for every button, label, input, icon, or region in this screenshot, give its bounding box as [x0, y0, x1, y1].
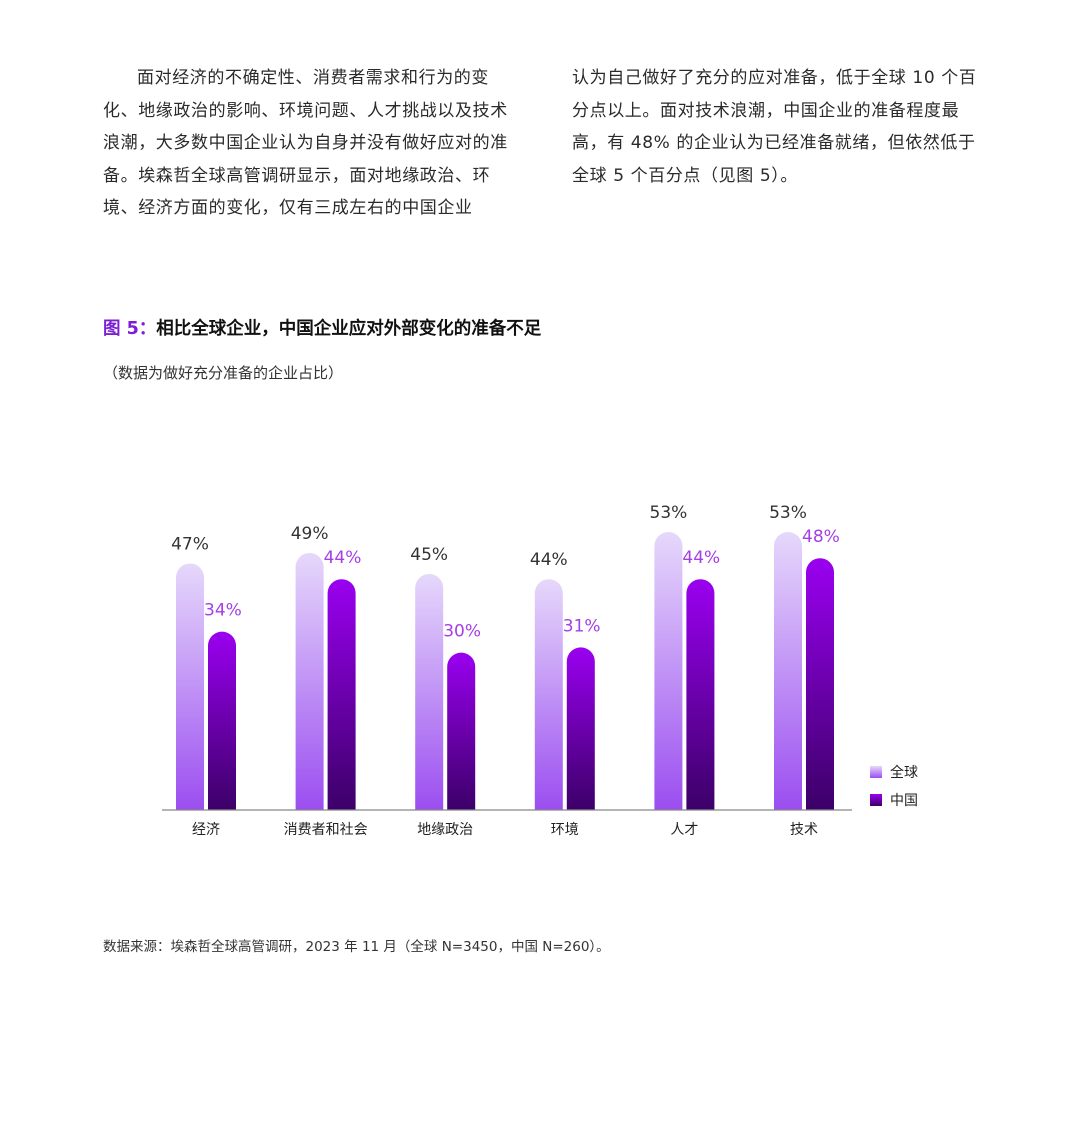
data-label-global-5: 53%	[769, 503, 807, 523]
body-text-left: 面对经济的不确定性、消费者需求和行为的变化、地缘政治的影响、环境问题、人才挑战以…	[103, 62, 511, 225]
figure-title-text: 相比全球企业，中国企业应对外部变化的准备不足	[156, 319, 542, 339]
category-label-2: 地缘政治	[417, 822, 473, 838]
figure-number: 图 5：	[103, 319, 157, 339]
bar-global-2	[415, 573, 444, 810]
legend-swatch-global	[870, 766, 882, 778]
data-label-china-2: 30%	[443, 622, 481, 642]
source-note: 数据来源：埃森哲全球高管调研，2023 年 11 月（全球 N=3450，中国 …	[103, 939, 610, 955]
data-label-global-1: 49%	[291, 524, 329, 544]
category-label-5: 技术	[790, 822, 818, 838]
data-label-global-0: 47%	[171, 534, 209, 554]
bar-global-0	[176, 563, 204, 810]
bar-china-2	[447, 652, 476, 810]
data-label-china-4: 44%	[682, 548, 720, 568]
bar-global-5	[774, 532, 802, 810]
body-text-right: 认为自己做好了充分的应对准备，低于全球 10 个百分点以上。面对技术浪潮，中国企…	[572, 62, 982, 192]
bar-china-0	[208, 631, 236, 810]
bar-china-3	[566, 647, 595, 810]
category-label-3: 环境	[551, 822, 579, 838]
category-label-4: 人才	[670, 822, 698, 838]
data-label-global-3: 44%	[530, 550, 568, 570]
category-label-0: 经济	[192, 822, 220, 838]
figure-subtitle: （数据为做好充分准备的企业占比）	[103, 364, 344, 382]
bar-global-3	[534, 579, 563, 810]
data-label-china-5: 48%	[802, 527, 840, 547]
data-label-china-1: 44%	[324, 548, 362, 568]
legend-item-global: 全球	[870, 762, 918, 782]
legend-label-global: 全球	[890, 765, 918, 781]
bar-global-1	[295, 552, 324, 810]
bar-china-5	[806, 558, 834, 810]
figure-title: 图 5：相比全球企业，中国企业应对外部变化的准备不足	[103, 315, 541, 340]
data-label-global-2: 45%	[410, 545, 448, 565]
bar-china-4	[686, 579, 715, 810]
bar-china-1	[327, 579, 356, 810]
legend-swatch-china	[870, 794, 882, 806]
bar-global-4	[654, 532, 683, 810]
category-label-1: 消费者和社会	[284, 822, 368, 838]
paragraph: 认为自己做好了充分的应对准备，低于全球 10 个百分点以上。面对技术浪潮，中国企…	[572, 68, 977, 186]
legend-item-china: 中国	[870, 790, 918, 810]
data-label-china-3: 31%	[563, 616, 601, 636]
data-label-global-4: 53%	[650, 503, 688, 523]
legend-label-china: 中国	[890, 793, 918, 809]
paragraph: 面对经济的不确定性、消费者需求和行为的变化、地缘政治的影响、环境问题、人才挑战以…	[103, 68, 508, 218]
data-label-china-0: 34%	[204, 601, 242, 621]
